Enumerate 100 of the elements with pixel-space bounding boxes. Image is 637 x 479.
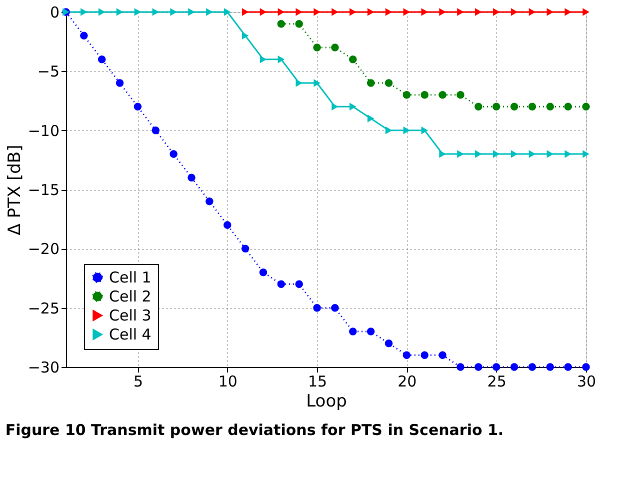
point <box>385 8 392 16</box>
point <box>366 79 375 87</box>
point <box>80 32 88 40</box>
point <box>277 20 286 28</box>
y-tick-label: −5 <box>37 62 60 81</box>
point <box>528 363 536 371</box>
point <box>260 8 267 16</box>
point <box>420 90 428 99</box>
point <box>98 8 106 16</box>
point <box>296 8 302 16</box>
point <box>510 150 518 158</box>
point <box>546 8 554 16</box>
point <box>332 102 338 111</box>
point <box>456 90 464 99</box>
point <box>116 79 124 87</box>
point <box>403 126 410 134</box>
point <box>546 363 554 371</box>
point <box>224 8 231 16</box>
point <box>546 150 554 158</box>
point <box>474 363 482 371</box>
point <box>492 150 500 158</box>
point <box>421 8 428 16</box>
y-tick-label: −20 <box>28 240 60 258</box>
point <box>188 174 196 182</box>
point <box>349 328 357 336</box>
point <box>152 126 160 134</box>
point <box>170 150 178 158</box>
point <box>350 102 356 111</box>
point <box>349 55 357 64</box>
point <box>314 8 320 16</box>
x-tick-label: 25 <box>487 372 506 390</box>
x-tick-label: 15 <box>308 372 328 390</box>
point <box>384 339 393 348</box>
point <box>367 8 374 16</box>
point <box>475 150 482 158</box>
point <box>546 102 554 111</box>
point <box>420 351 428 360</box>
point <box>528 102 536 111</box>
y-tick-label: −15 <box>28 181 60 199</box>
point <box>331 44 339 52</box>
point <box>206 8 213 16</box>
point <box>564 363 572 371</box>
point <box>582 102 590 111</box>
x-axis-title: Loop <box>306 392 347 412</box>
point <box>492 363 500 371</box>
point <box>510 8 518 16</box>
point <box>313 44 321 52</box>
point <box>456 363 464 371</box>
point <box>474 102 482 111</box>
legend-label: Cell 2 <box>109 288 152 306</box>
point <box>224 221 232 229</box>
point <box>385 126 392 134</box>
point <box>350 8 356 16</box>
point <box>296 79 302 87</box>
point <box>492 102 500 111</box>
point <box>295 20 303 28</box>
point <box>564 8 572 16</box>
point <box>206 197 214 206</box>
point <box>564 102 572 111</box>
point <box>241 244 250 253</box>
point <box>314 79 320 87</box>
point <box>439 8 446 16</box>
point <box>367 114 374 122</box>
y-tick-label: 0 <box>50 4 60 22</box>
point <box>384 79 393 87</box>
point <box>510 363 518 371</box>
point <box>260 55 267 64</box>
point <box>98 55 106 64</box>
legend-label: Cell 3 <box>109 306 152 324</box>
point <box>331 304 339 312</box>
point <box>564 150 572 158</box>
point <box>439 150 446 158</box>
point <box>366 328 375 336</box>
point <box>402 351 411 360</box>
y-tick-label: −30 <box>28 358 60 376</box>
point <box>457 8 464 16</box>
x-tick-label: 10 <box>218 372 238 390</box>
point <box>278 55 285 64</box>
point <box>582 8 590 16</box>
point <box>421 126 428 134</box>
point <box>332 8 338 16</box>
point <box>402 90 411 99</box>
point <box>134 102 142 111</box>
point <box>438 351 446 360</box>
legend-label: Cell 4 <box>109 326 152 344</box>
point <box>188 8 195 16</box>
point <box>116 8 124 16</box>
point <box>134 8 142 16</box>
point <box>438 90 446 99</box>
point <box>582 150 590 158</box>
x-tick-label: 5 <box>133 372 143 390</box>
legend-label: Cell 1 <box>109 268 152 286</box>
point <box>295 280 303 288</box>
x-tick-label: 20 <box>398 372 417 390</box>
point <box>242 32 249 40</box>
point <box>510 102 518 111</box>
y-axis-title: Δ PTX [dB] <box>4 144 25 236</box>
point <box>457 150 464 158</box>
point <box>277 280 286 288</box>
y-tick-label: −25 <box>28 299 60 318</box>
